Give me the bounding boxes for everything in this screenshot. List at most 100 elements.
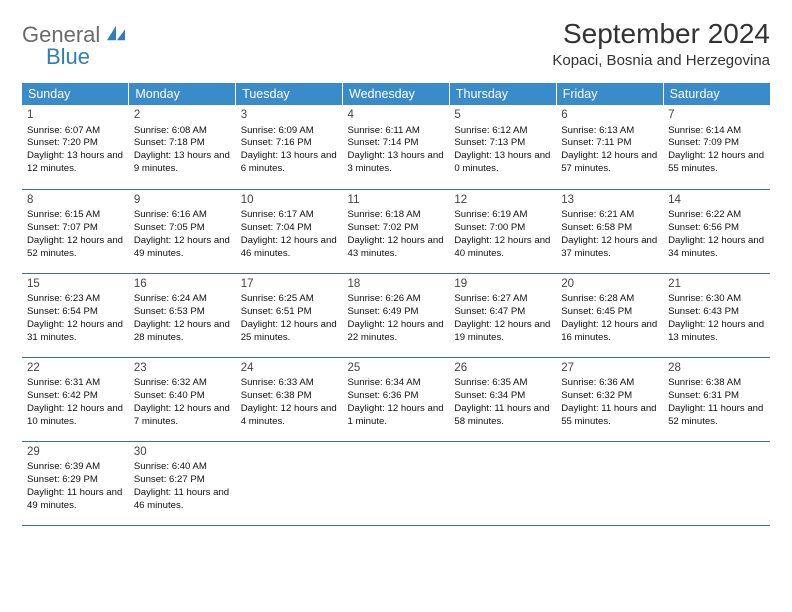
day-cell: 18Sunrise: 6:26 AMSunset: 6:49 PMDayligh…: [343, 273, 450, 357]
calendar-row: 29Sunrise: 6:39 AMSunset: 6:29 PMDayligh…: [22, 441, 770, 525]
weekday-header: Friday: [556, 83, 663, 105]
sunrise-line: Sunrise: 6:11 AM: [348, 125, 445, 138]
sunrise-line: Sunrise: 6:27 AM: [454, 293, 551, 306]
day-cell: 5Sunrise: 6:12 AMSunset: 7:13 PMDaylight…: [449, 105, 556, 189]
day-cell: 30Sunrise: 6:40 AMSunset: 6:27 PMDayligh…: [129, 441, 236, 525]
daylight-line: Daylight: 11 hours and 58 minutes.: [454, 403, 551, 429]
sunrise-line: Sunrise: 6:16 AM: [134, 209, 231, 222]
sunset-line: Sunset: 6:43 PM: [668, 306, 765, 319]
sunrise-line: Sunrise: 6:15 AM: [27, 209, 124, 222]
sunset-line: Sunset: 6:58 PM: [561, 222, 658, 235]
sunset-line: Sunset: 6:53 PM: [134, 306, 231, 319]
daylight-line: Daylight: 11 hours and 55 minutes.: [561, 403, 658, 429]
day-number: 6: [561, 108, 658, 124]
day-number: 26: [454, 361, 551, 377]
daylight-line: Daylight: 12 hours and 19 minutes.: [454, 319, 551, 345]
sunset-line: Sunset: 7:02 PM: [348, 222, 445, 235]
daylight-line: Daylight: 12 hours and 31 minutes.: [27, 319, 124, 345]
weekday-header: Saturday: [663, 83, 770, 105]
sunset-line: Sunset: 7:04 PM: [241, 222, 338, 235]
day-number: 28: [668, 361, 765, 377]
day-cell: 20Sunrise: 6:28 AMSunset: 6:45 PMDayligh…: [556, 273, 663, 357]
day-number: 10: [241, 193, 338, 209]
sunset-line: Sunset: 7:20 PM: [27, 137, 124, 150]
daylight-line: Daylight: 12 hours and 55 minutes.: [668, 150, 765, 176]
day-number: 11: [348, 193, 445, 209]
day-number: 18: [348, 277, 445, 293]
day-number: 24: [241, 361, 338, 377]
sunrise-line: Sunrise: 6:25 AM: [241, 293, 338, 306]
calendar-row: 8Sunrise: 6:15 AMSunset: 7:07 PMDaylight…: [22, 189, 770, 273]
daylight-line: Daylight: 12 hours and 22 minutes.: [348, 319, 445, 345]
sunset-line: Sunset: 6:45 PM: [561, 306, 658, 319]
daylight-line: Daylight: 12 hours and 43 minutes.: [348, 235, 445, 261]
sunset-line: Sunset: 6:34 PM: [454, 390, 551, 403]
sunrise-line: Sunrise: 6:30 AM: [668, 293, 765, 306]
sunrise-line: Sunrise: 6:13 AM: [561, 125, 658, 138]
day-number: 14: [668, 193, 765, 209]
day-cell: 9Sunrise: 6:16 AMSunset: 7:05 PMDaylight…: [129, 189, 236, 273]
daylight-line: Daylight: 13 hours and 3 minutes.: [348, 150, 445, 176]
weekday-header-row: Sunday Monday Tuesday Wednesday Thursday…: [22, 83, 770, 105]
sunset-line: Sunset: 7:18 PM: [134, 137, 231, 150]
day-number: 25: [348, 361, 445, 377]
sunrise-line: Sunrise: 6:14 AM: [668, 125, 765, 138]
logo-text-block: General Blue: [22, 24, 127, 69]
day-number: 13: [561, 193, 658, 209]
daylight-line: Daylight: 12 hours and 52 minutes.: [27, 235, 124, 261]
day-number: 15: [27, 277, 124, 293]
sunrise-line: Sunrise: 6:19 AM: [454, 209, 551, 222]
sunrise-line: Sunrise: 6:07 AM: [27, 125, 124, 138]
day-cell: 14Sunrise: 6:22 AMSunset: 6:56 PMDayligh…: [663, 189, 770, 273]
day-cell: 22Sunrise: 6:31 AMSunset: 6:42 PMDayligh…: [22, 357, 129, 441]
sunset-line: Sunset: 6:29 PM: [27, 474, 124, 487]
day-cell: 26Sunrise: 6:35 AMSunset: 6:34 PMDayligh…: [449, 357, 556, 441]
sunrise-line: Sunrise: 6:33 AM: [241, 377, 338, 390]
day-number: 4: [348, 108, 445, 124]
sunrise-line: Sunrise: 6:08 AM: [134, 125, 231, 138]
sunrise-line: Sunrise: 6:09 AM: [241, 125, 338, 138]
daylight-line: Daylight: 12 hours and 7 minutes.: [134, 403, 231, 429]
empty-cell: [449, 441, 556, 525]
day-number: 19: [454, 277, 551, 293]
day-cell: 3Sunrise: 6:09 AMSunset: 7:16 PMDaylight…: [236, 105, 343, 189]
day-number: 12: [454, 193, 551, 209]
sunset-line: Sunset: 7:00 PM: [454, 222, 551, 235]
day-cell: 23Sunrise: 6:32 AMSunset: 6:40 PMDayligh…: [129, 357, 236, 441]
weekday-header: Monday: [129, 83, 236, 105]
day-number: 3: [241, 108, 338, 124]
day-cell: 4Sunrise: 6:11 AMSunset: 7:14 PMDaylight…: [343, 105, 450, 189]
daylight-line: Daylight: 13 hours and 9 minutes.: [134, 150, 231, 176]
day-number: 22: [27, 361, 124, 377]
logo-word2: Blue: [22, 44, 90, 69]
daylight-line: Daylight: 12 hours and 37 minutes.: [561, 235, 658, 261]
daylight-line: Daylight: 11 hours and 46 minutes.: [134, 487, 231, 513]
day-number: 5: [454, 108, 551, 124]
weekday-header: Wednesday: [343, 83, 450, 105]
calendar-row: 15Sunrise: 6:23 AMSunset: 6:54 PMDayligh…: [22, 273, 770, 357]
day-cell: 27Sunrise: 6:36 AMSunset: 6:32 PMDayligh…: [556, 357, 663, 441]
calendar-row: 1Sunrise: 6:07 AMSunset: 7:20 PMDaylight…: [22, 105, 770, 189]
day-number: 17: [241, 277, 338, 293]
sunrise-line: Sunrise: 6:18 AM: [348, 209, 445, 222]
day-number: 27: [561, 361, 658, 377]
calendar-table: Sunday Monday Tuesday Wednesday Thursday…: [22, 83, 770, 526]
day-cell: 7Sunrise: 6:14 AMSunset: 7:09 PMDaylight…: [663, 105, 770, 189]
daylight-line: Daylight: 12 hours and 49 minutes.: [134, 235, 231, 261]
day-cell: 6Sunrise: 6:13 AMSunset: 7:11 PMDaylight…: [556, 105, 663, 189]
sunrise-line: Sunrise: 6:38 AM: [668, 377, 765, 390]
day-cell: 28Sunrise: 6:38 AMSunset: 6:31 PMDayligh…: [663, 357, 770, 441]
daylight-line: Daylight: 12 hours and 57 minutes.: [561, 150, 658, 176]
day-cell: 11Sunrise: 6:18 AMSunset: 7:02 PMDayligh…: [343, 189, 450, 273]
sunrise-line: Sunrise: 6:22 AM: [668, 209, 765, 222]
empty-cell: [556, 441, 663, 525]
weekday-header: Tuesday: [236, 83, 343, 105]
month-title: September 2024: [552, 18, 770, 50]
sunrise-line: Sunrise: 6:21 AM: [561, 209, 658, 222]
title-block: September 2024 Kopaci, Bosnia and Herzeg…: [552, 18, 770, 69]
sunrise-line: Sunrise: 6:36 AM: [561, 377, 658, 390]
sunrise-line: Sunrise: 6:28 AM: [561, 293, 658, 306]
header: General Blue September 2024 Kopaci, Bosn…: [22, 18, 770, 69]
daylight-line: Daylight: 12 hours and 28 minutes.: [134, 319, 231, 345]
sunrise-line: Sunrise: 6:26 AM: [348, 293, 445, 306]
